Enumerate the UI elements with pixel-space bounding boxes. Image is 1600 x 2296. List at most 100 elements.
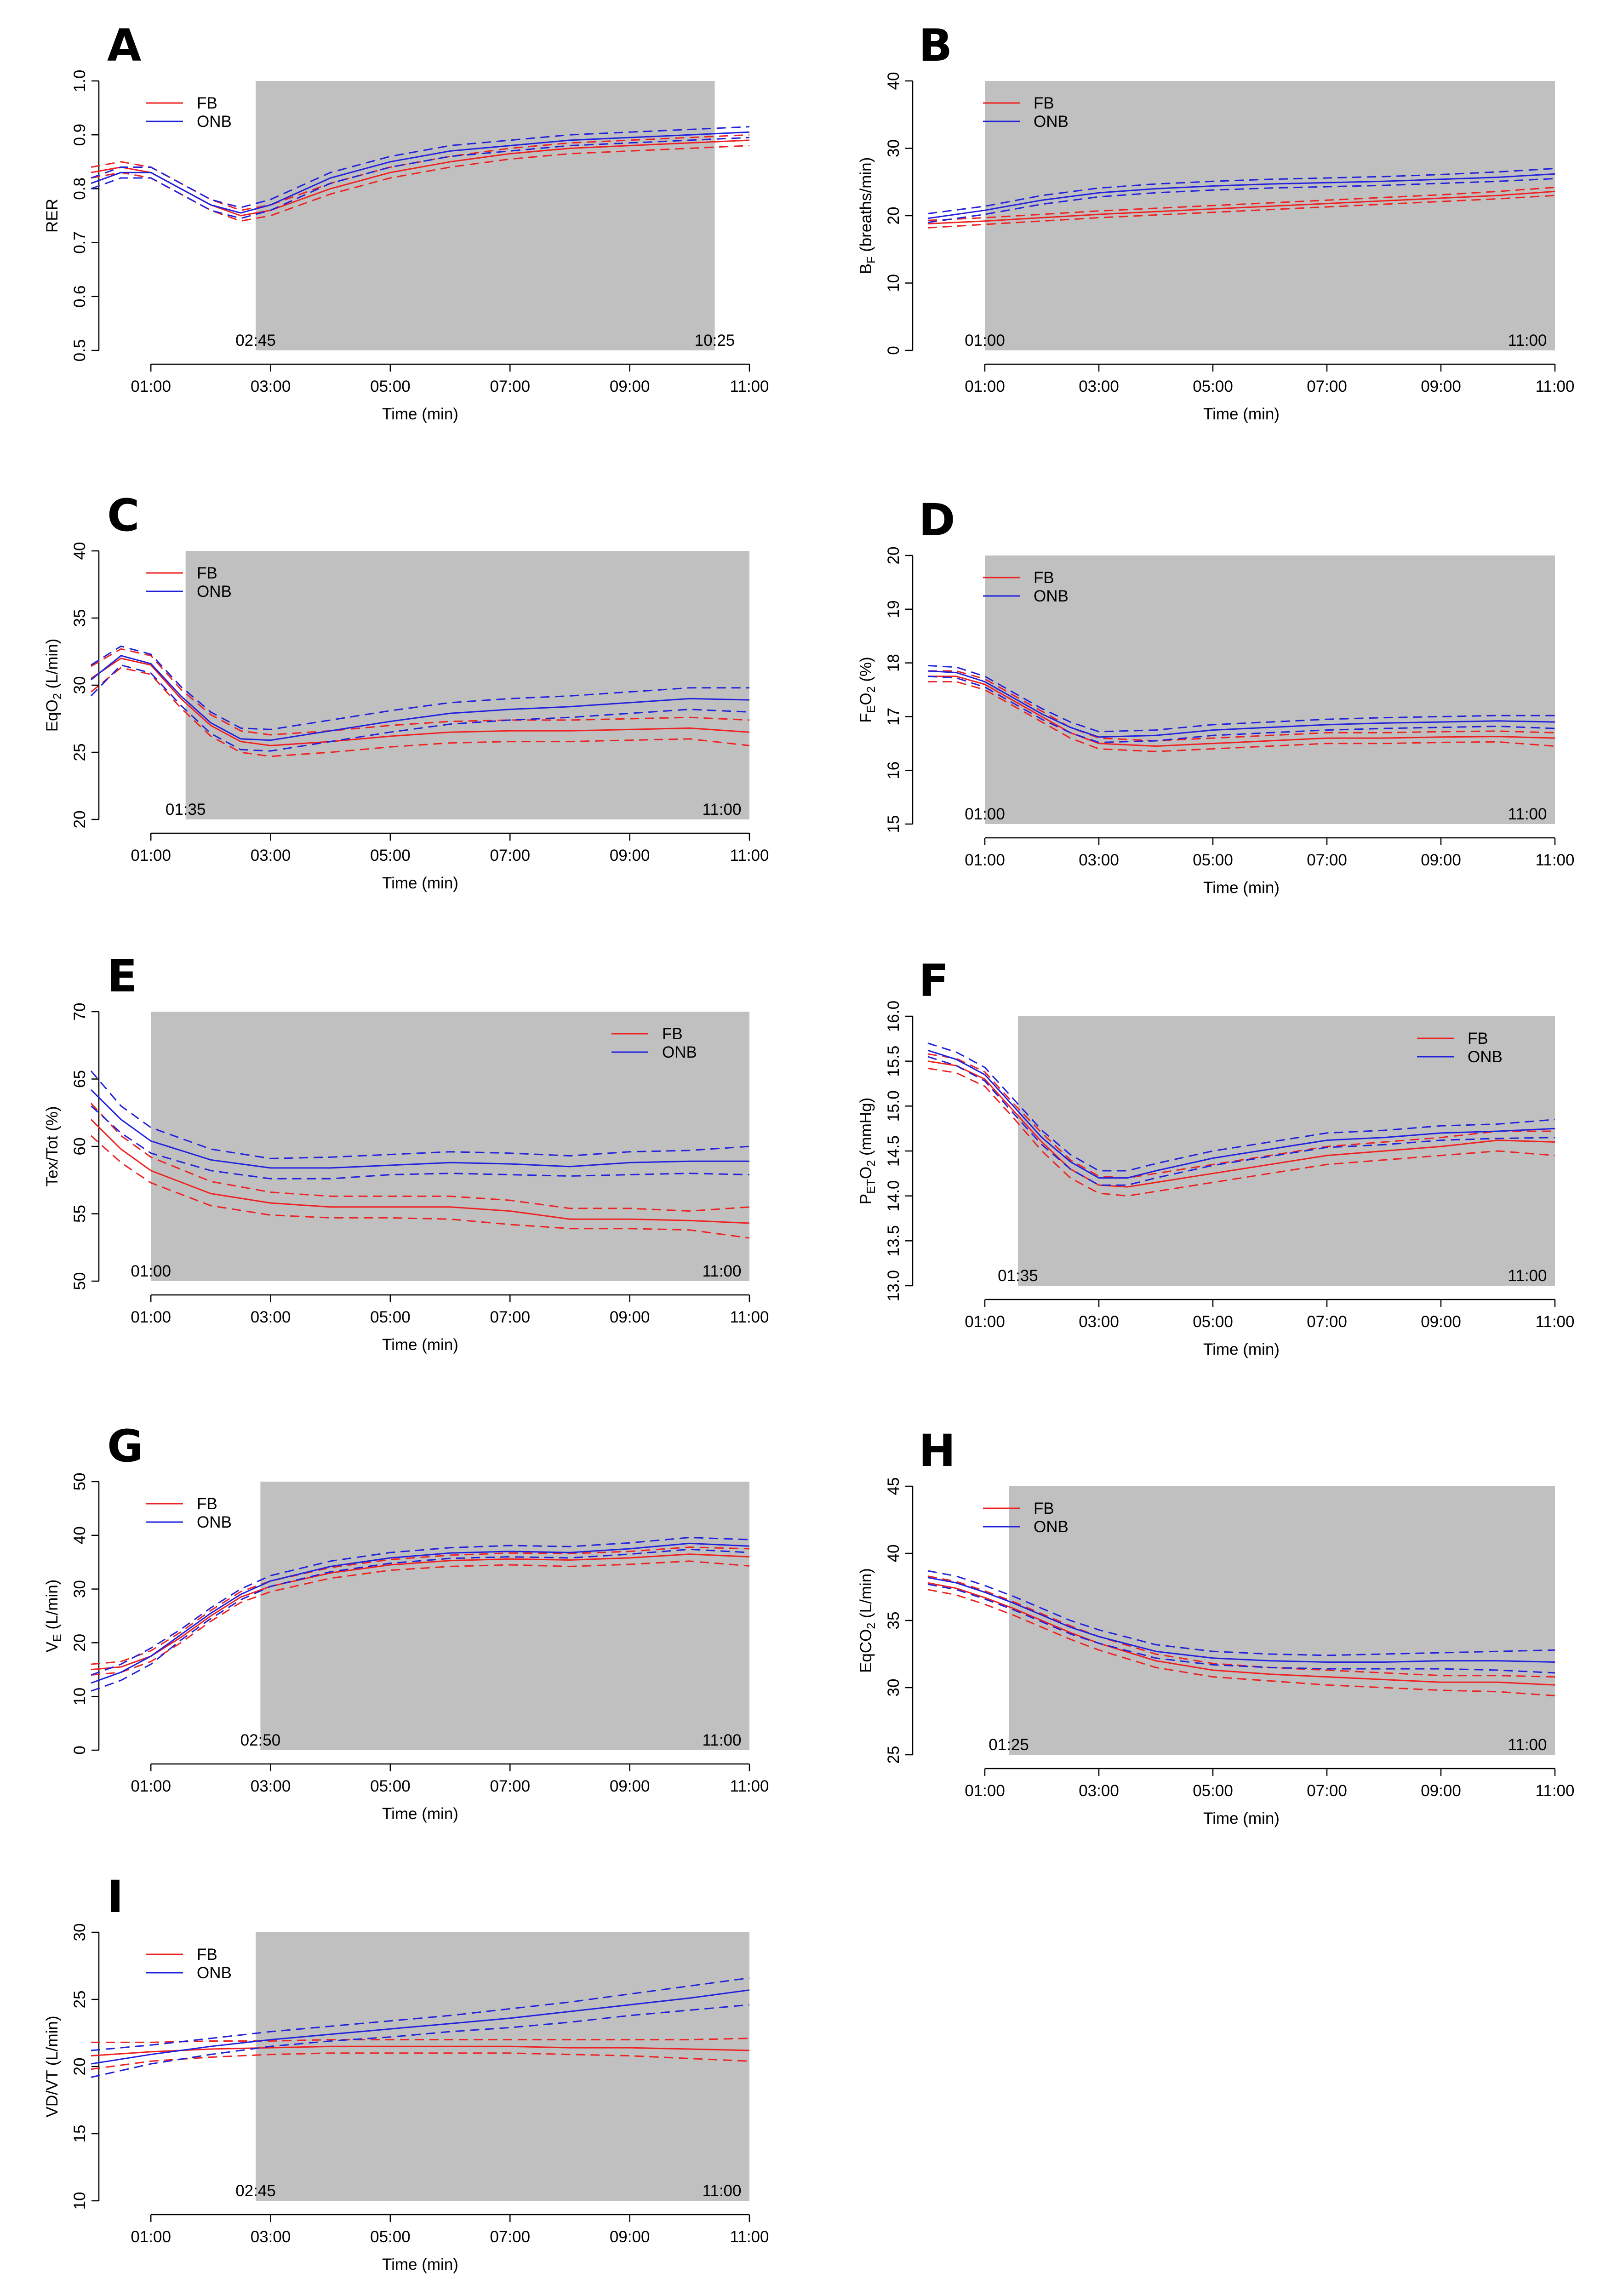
- y-axis-label: BF (breaths/min): [857, 157, 878, 275]
- series-line-fb: [91, 2045, 750, 2057]
- panel-i: I 10 15 20 25 30 01:00 03:00 05:00 07:00 09:00 11:0…: [43, 1871, 769, 2273]
- series-onb: [90, 645, 750, 752]
- panel-h: H 25 30 35 40 45 01:00 03:00 05:00 07:00 09:00 11:0…: [857, 1425, 1575, 1827]
- x-tick-label: 03:00: [251, 1308, 291, 1326]
- series-onb: [927, 167, 1555, 223]
- y-axis-label: FEO2 (%): [857, 657, 878, 722]
- y-tick-label: 1.0: [71, 70, 89, 92]
- ci-upper-onb: [927, 664, 1555, 733]
- series-onb: [927, 1570, 1555, 1674]
- panel-letter: B: [919, 20, 952, 71]
- y-tick-label: 25: [71, 744, 89, 762]
- shade-end-label: 11:00: [703, 2182, 742, 2200]
- y-axis-label: VD/VT (L/min): [43, 2015, 61, 2117]
- x-tick-label: 09:00: [610, 847, 650, 865]
- ci-lower-fb: [927, 195, 1555, 229]
- legend-label-fb: FB: [197, 564, 217, 582]
- shaded-region: [1017, 1016, 1555, 1286]
- y-tick-label: 30: [71, 1580, 89, 1598]
- series-onb: [91, 126, 750, 219]
- ci-upper-fb: [90, 1103, 750, 1212]
- series-onb: [90, 1070, 750, 1179]
- shaded-region: [256, 1932, 749, 2201]
- ci-upper-fb: [927, 1053, 1555, 1179]
- series-onb: [927, 1042, 1555, 1186]
- shaded-region: [151, 1012, 749, 1281]
- x-tick-label: 07:00: [490, 1308, 530, 1326]
- x-tick-label: 01:00: [131, 847, 171, 865]
- y-tick-label: 14.5: [885, 1135, 903, 1167]
- shade-start-label: 01:00: [965, 332, 1005, 349]
- y-tick-label: 13.5: [885, 1225, 903, 1256]
- ci-lower-onb: [927, 676, 1555, 744]
- x-tick-label: 07:00: [490, 378, 530, 395]
- series-line-onb: [927, 670, 1555, 738]
- ci-lower-onb: [91, 2004, 750, 2078]
- y-tick-label: 15.5: [885, 1046, 903, 1077]
- panel-letter: I: [107, 1871, 124, 1923]
- x-tick-label: 05:00: [1193, 851, 1233, 869]
- series-line-onb: [90, 1089, 749, 1169]
- panel-c: C 20 25 30 35 40 01:00 03:00 05:00 07:00 09:00 11:0…: [43, 490, 769, 892]
- y-tick-label: 30: [885, 1679, 903, 1697]
- ci-upper-fb: [91, 1546, 750, 1665]
- y-tick-label: 19: [885, 600, 903, 618]
- legend-label-fb: FB: [1034, 569, 1054, 587]
- panel-letter: A: [107, 20, 141, 71]
- y-tick-label: 16: [885, 762, 903, 779]
- y-axis-label: VE (L/min): [43, 1580, 64, 1653]
- ci-lower-onb: [91, 1548, 750, 1692]
- y-tick-label: 10: [885, 274, 903, 292]
- ci-lower-onb: [927, 177, 1555, 223]
- ci-upper-onb: [91, 645, 749, 730]
- panel-letter: D: [919, 494, 955, 546]
- y-tick-label: 0.7: [71, 231, 89, 254]
- y-tick-label: 13.0: [885, 1270, 903, 1301]
- ci-lower-onb: [90, 1105, 750, 1179]
- ci-upper-onb: [91, 126, 750, 208]
- legend-label-onb: ONB: [197, 113, 232, 131]
- y-tick-label: 10: [71, 2192, 89, 2210]
- y-tick-label: 65: [71, 1070, 89, 1088]
- x-tick-label: 09:00: [1421, 1313, 1461, 1331]
- series-onb: [927, 664, 1555, 744]
- legend-label-onb: ONB: [197, 1513, 232, 1531]
- series-line-fb: [90, 1119, 750, 1224]
- y-tick-label: 20: [885, 207, 903, 225]
- series-fb: [927, 1575, 1555, 1696]
- x-tick-label: 09:00: [610, 1777, 650, 1795]
- ci-lower-fb: [91, 667, 750, 757]
- y-tick-label: 15.0: [885, 1090, 903, 1122]
- x-tick-label: 07:00: [1307, 378, 1347, 395]
- x-tick-label: 03:00: [1079, 1313, 1119, 1331]
- panel-letter: H: [919, 1425, 955, 1477]
- ci-lower-onb: [927, 1056, 1555, 1186]
- series-line-fb: [928, 676, 1555, 747]
- y-axis-label: EqCO2 (L/min): [857, 1568, 878, 1673]
- y-tick-label: 50: [71, 1473, 89, 1491]
- x-axis-label: Time (min): [382, 2256, 458, 2273]
- x-tick-label: 03:00: [251, 847, 291, 865]
- ci-lower-fb: [927, 1067, 1555, 1197]
- shade-end-label: 11:00: [1508, 805, 1547, 823]
- ci-upper-onb: [927, 167, 1555, 215]
- y-tick-label: 25: [71, 1991, 89, 2009]
- y-tick-label: 14.0: [885, 1180, 903, 1212]
- x-tick-label: 05:00: [370, 378, 411, 395]
- shade-start-label: 01:35: [998, 1267, 1038, 1285]
- x-tick-label: 01:00: [965, 1313, 1005, 1331]
- shade-end-label: 11:00: [1508, 332, 1547, 349]
- legend-label-onb: ONB: [1034, 113, 1069, 131]
- y-tick-label: 45: [885, 1477, 903, 1495]
- series-line-onb: [91, 131, 750, 214]
- ci-upper-onb: [91, 1977, 750, 2051]
- x-tick-label: 07:00: [490, 2228, 530, 2246]
- series-fb: [927, 1053, 1555, 1197]
- x-tick-label: 01:00: [131, 2228, 171, 2246]
- panel-e: E 50 55 60 65 70 01:00 03:00 05:00 07:00 09:00 11:0…: [43, 950, 769, 1354]
- legend-label-onb: ONB: [197, 1964, 232, 1982]
